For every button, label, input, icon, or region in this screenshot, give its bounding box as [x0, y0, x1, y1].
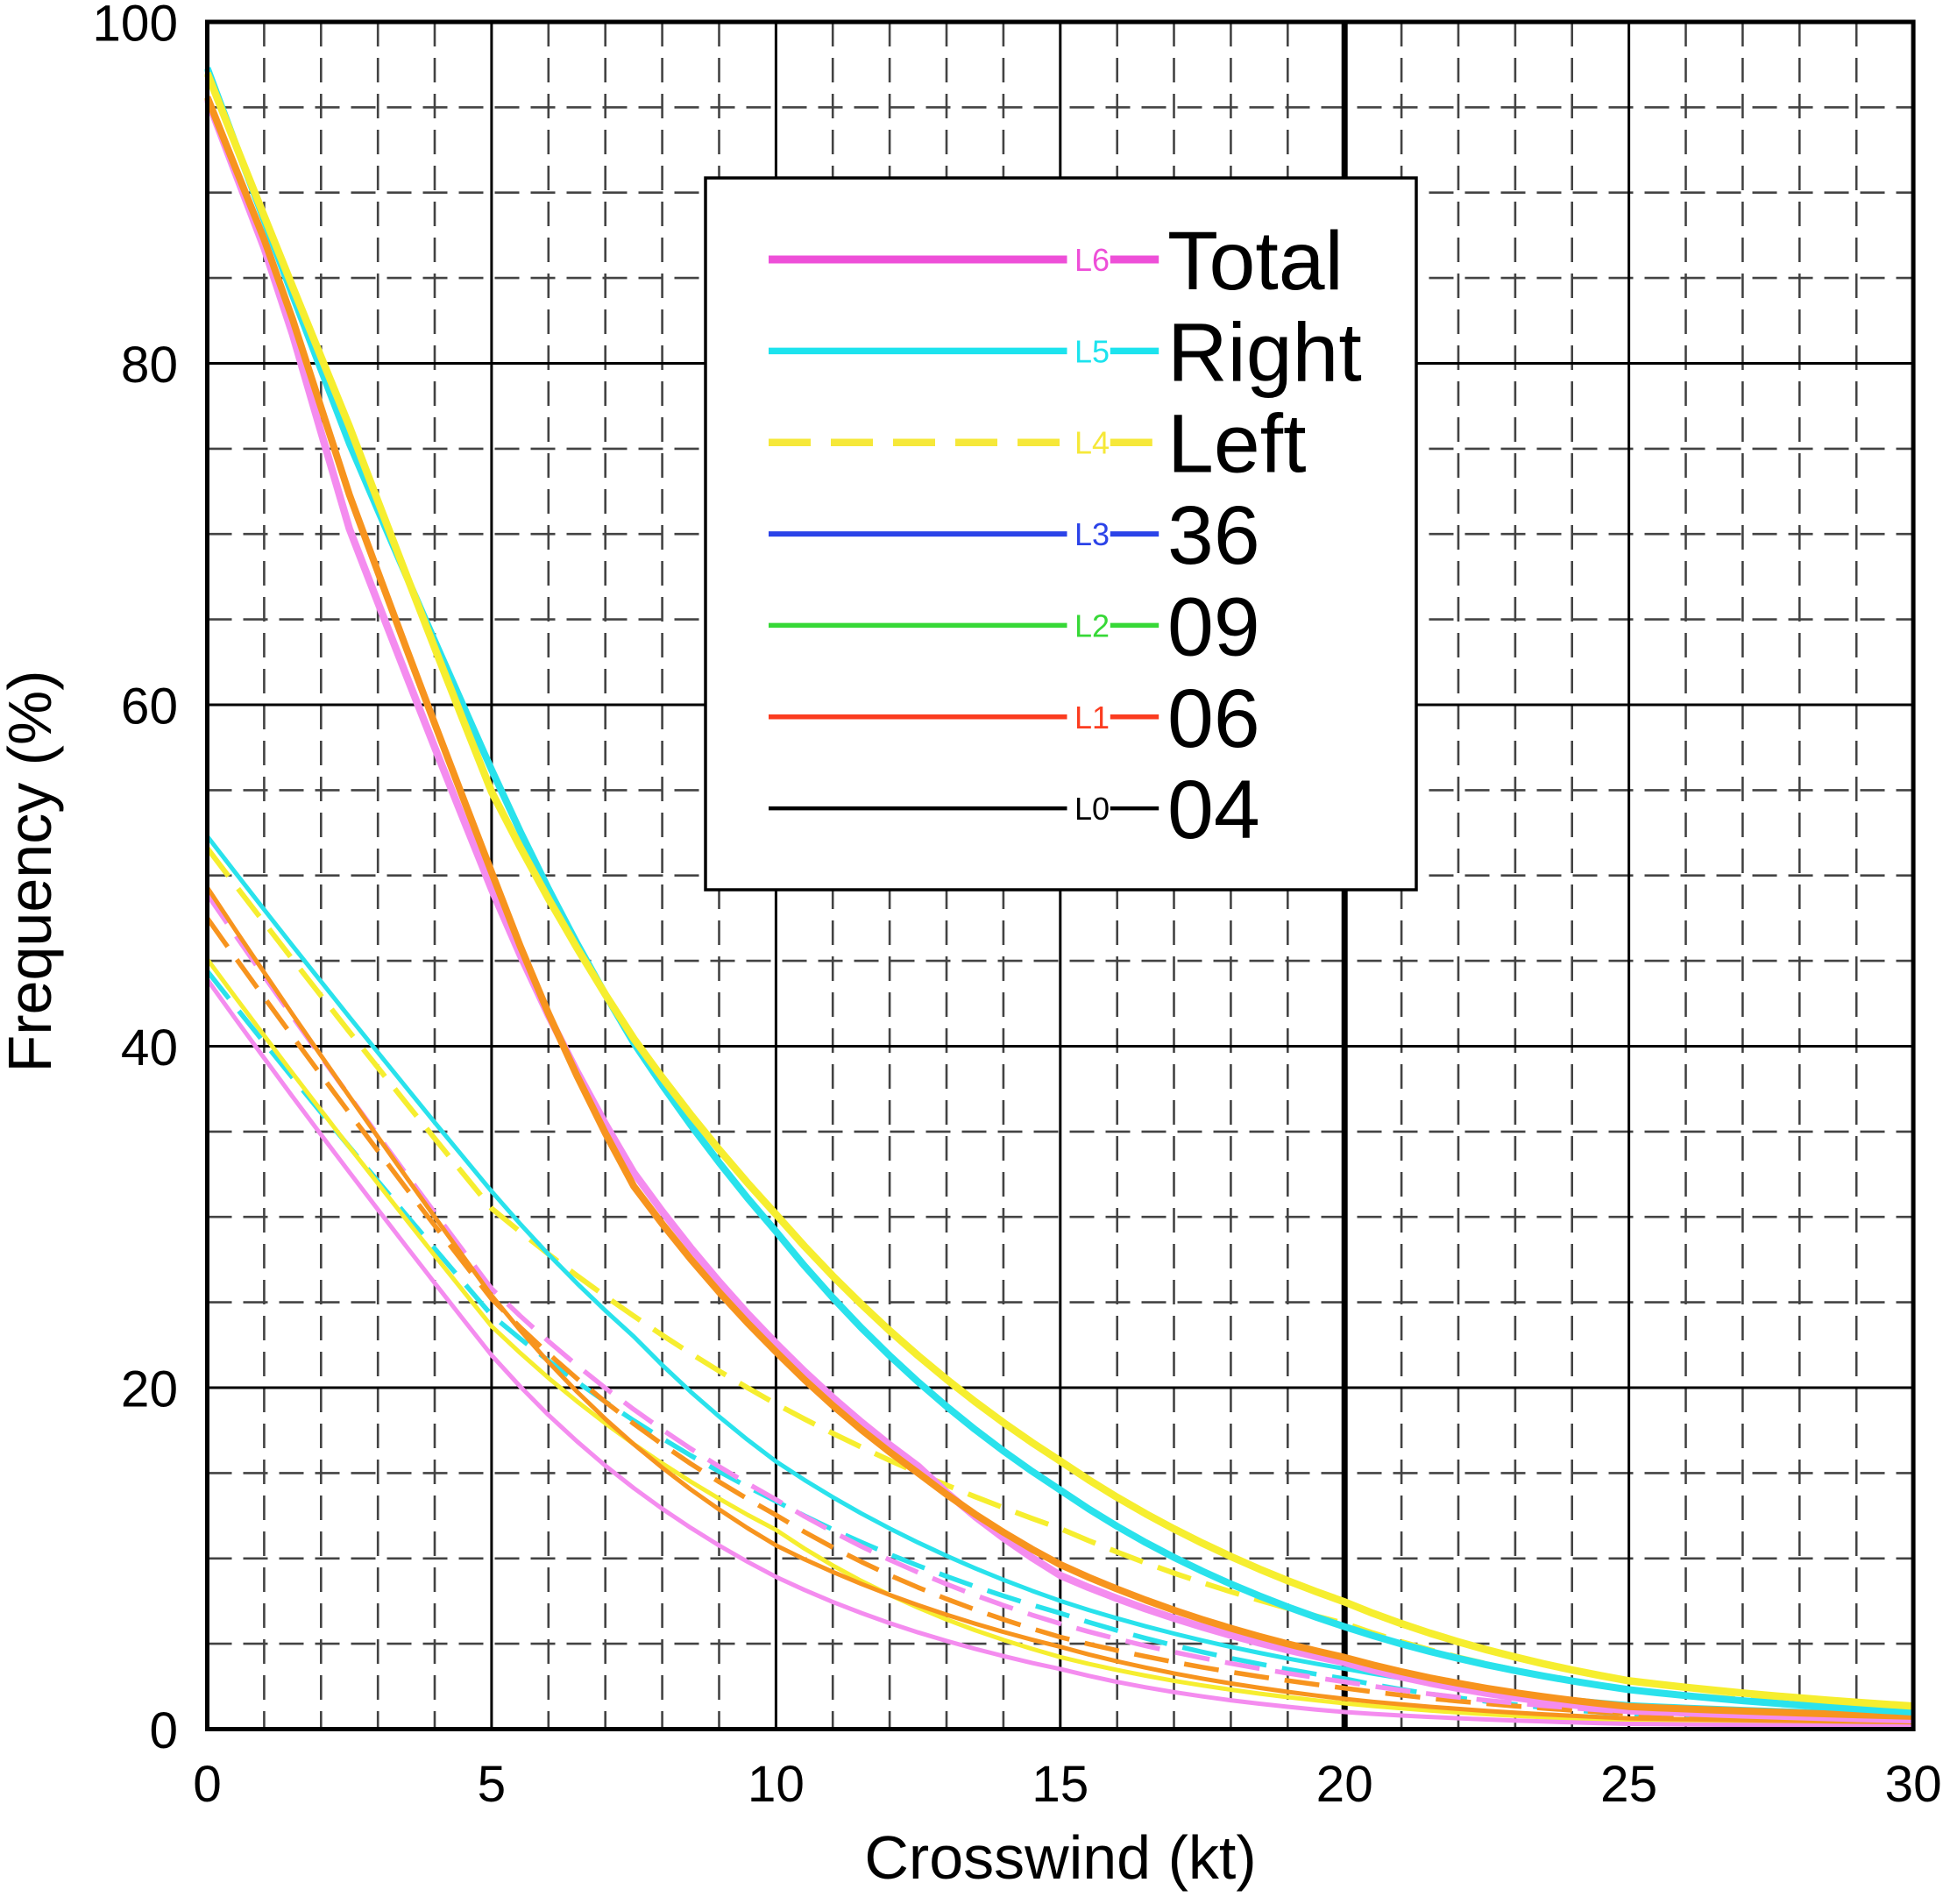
svg-text:0: 0 — [193, 1756, 222, 1813]
svg-text:5: 5 — [478, 1756, 507, 1813]
svg-text:100: 100 — [92, 0, 178, 52]
svg-text:15: 15 — [1032, 1756, 1089, 1813]
svg-text:30: 30 — [1885, 1756, 1942, 1813]
svg-text:09: 09 — [1167, 580, 1260, 673]
svg-text:Right: Right — [1167, 306, 1362, 399]
svg-text:40: 40 — [121, 1019, 178, 1076]
svg-text:25: 25 — [1600, 1756, 1657, 1813]
svg-text:10: 10 — [748, 1756, 805, 1813]
svg-text:L1: L1 — [1074, 700, 1110, 735]
svg-text:04: 04 — [1167, 764, 1260, 856]
svg-text:Left: Left — [1167, 398, 1306, 491]
svg-text:L0: L0 — [1074, 791, 1110, 827]
svg-text:L5: L5 — [1074, 333, 1110, 369]
svg-text:80: 80 — [121, 337, 178, 394]
svg-text:Frequency (%): Frequency (%) — [0, 670, 64, 1072]
svg-text:Total: Total — [1167, 215, 1344, 308]
svg-text:20: 20 — [1316, 1756, 1373, 1813]
svg-text:06: 06 — [1167, 672, 1260, 765]
svg-text:L2: L2 — [1074, 607, 1110, 643]
svg-text:L3: L3 — [1074, 516, 1110, 552]
svg-text:0: 0 — [149, 1702, 178, 1759]
svg-text:36: 36 — [1167, 489, 1260, 582]
svg-text:60: 60 — [121, 678, 178, 735]
svg-text:20: 20 — [121, 1361, 178, 1417]
svg-text:L6: L6 — [1074, 242, 1110, 278]
svg-text:L4: L4 — [1074, 425, 1110, 461]
svg-text:Crosswind (kt): Crosswind (kt) — [864, 1823, 1256, 1892]
